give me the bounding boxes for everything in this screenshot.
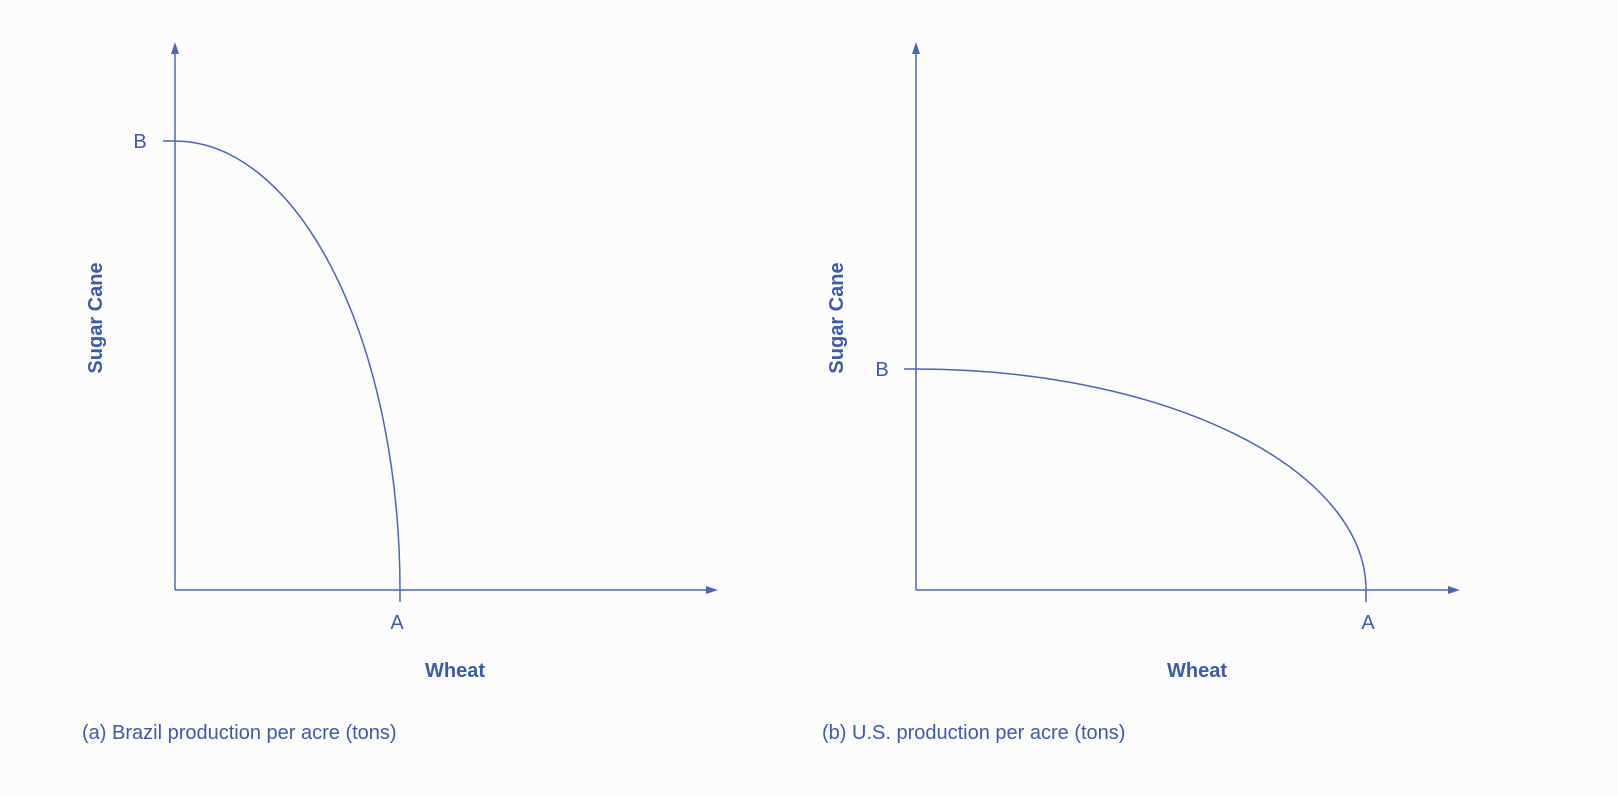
ppf-curve <box>174 140 401 591</box>
arrow-head <box>912 42 920 54</box>
caption: (a) Brazil production per acre (tons) <box>82 722 397 744</box>
arrow-head <box>706 586 718 594</box>
ppf-curve <box>915 368 1367 591</box>
panel-b: B A Sugar Cane Wheat (b) U.S. production… <box>822 42 1460 744</box>
point-label: A <box>390 612 404 634</box>
y-axis-label: Sugar Cane <box>85 262 107 373</box>
x-axis-label: Wheat <box>1167 660 1227 682</box>
x-axis-label: Wheat <box>425 660 485 682</box>
caption: (b) U.S. production per acre (tons) <box>822 722 1125 744</box>
point-label: B <box>875 359 888 381</box>
arrow-head <box>1448 586 1460 594</box>
arrow-head <box>171 42 179 54</box>
panel-a: B A Sugar Cane Wheat (a) Brazil producti… <box>82 42 718 744</box>
point-label: A <box>1361 612 1375 634</box>
point-label: B <box>133 131 146 153</box>
y-axis-label: Sugar Cane <box>826 262 848 373</box>
